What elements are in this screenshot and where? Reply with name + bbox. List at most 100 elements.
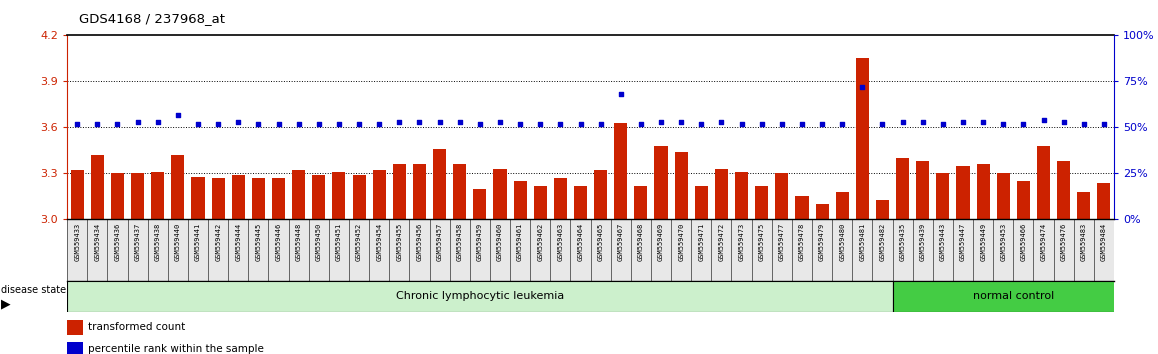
Point (169, 112, 188, 118)
Text: GSM559459: GSM559459 (477, 223, 483, 261)
Bar (1038, 146, 1050, 219)
Text: GSM559444: GSM559444 (235, 223, 241, 261)
FancyBboxPatch shape (67, 281, 893, 312)
Text: GSM559441: GSM559441 (195, 223, 201, 261)
Text: GSM559481: GSM559481 (859, 223, 865, 261)
Text: GSM559476: GSM559476 (1061, 223, 1067, 261)
Point (270, 121, 288, 127)
FancyBboxPatch shape (893, 281, 1134, 312)
Text: GSM559440: GSM559440 (175, 223, 181, 261)
Point (611, 91, 630, 97)
Point (914, 119, 932, 125)
Text: GSM559461: GSM559461 (518, 223, 523, 261)
Bar (654, 146, 667, 219)
Text: GSM559482: GSM559482 (879, 223, 886, 261)
Point (571, 121, 589, 127)
Text: GSM559473: GSM559473 (739, 223, 745, 261)
Bar (493, 169, 506, 219)
Bar (1077, 192, 1091, 219)
Text: GSM559448: GSM559448 (295, 223, 302, 261)
Text: GSM559446: GSM559446 (276, 223, 281, 261)
Point (108, 121, 126, 127)
Point (592, 121, 610, 127)
Point (1034, 117, 1053, 123)
Bar (836, 192, 849, 219)
Point (793, 121, 812, 127)
Point (189, 121, 207, 127)
Text: GSM559433: GSM559433 (74, 223, 80, 261)
Point (672, 119, 690, 125)
Text: GSM559471: GSM559471 (698, 223, 704, 261)
Text: GSM559436: GSM559436 (115, 223, 120, 261)
Point (652, 119, 670, 125)
Bar (714, 169, 728, 219)
Bar (957, 166, 969, 219)
Point (68, 121, 87, 127)
Bar (191, 177, 205, 219)
Bar (976, 164, 990, 219)
Point (954, 119, 973, 125)
Point (369, 121, 388, 127)
Text: GSM559442: GSM559442 (215, 223, 221, 261)
Bar (856, 58, 868, 219)
Point (532, 121, 550, 127)
Text: GSM559462: GSM559462 (537, 223, 543, 261)
Text: GSM559439: GSM559439 (919, 223, 925, 261)
Text: GSM559474: GSM559474 (1041, 223, 1047, 261)
Point (330, 121, 349, 127)
Bar (373, 170, 386, 219)
Point (712, 119, 731, 125)
Bar (131, 173, 144, 219)
Text: GSM559453: GSM559453 (1001, 223, 1006, 261)
Text: GSM559483: GSM559483 (1080, 223, 1087, 261)
Point (753, 121, 771, 127)
Point (450, 119, 469, 125)
Text: GSM559457: GSM559457 (437, 223, 442, 261)
Bar (90, 155, 104, 219)
Bar (574, 186, 587, 219)
Bar (1017, 181, 1029, 219)
Text: Chronic lymphocytic leukemia: Chronic lymphocytic leukemia (396, 291, 564, 302)
Text: GSM559437: GSM559437 (134, 223, 140, 261)
Bar (313, 175, 325, 219)
Bar (875, 200, 889, 219)
Text: GSM559469: GSM559469 (658, 223, 664, 261)
Bar (1098, 183, 1111, 219)
Point (390, 119, 409, 125)
Bar (534, 186, 547, 219)
Bar (916, 161, 929, 219)
Point (1014, 121, 1033, 127)
Bar (695, 186, 708, 219)
Point (309, 121, 328, 127)
Bar (152, 172, 164, 219)
Point (833, 121, 851, 127)
Point (631, 121, 650, 127)
Point (350, 121, 368, 127)
Bar (635, 186, 647, 219)
Text: GSM559438: GSM559438 (155, 223, 161, 261)
Bar (332, 172, 345, 219)
Point (491, 119, 510, 125)
Point (873, 121, 892, 127)
Bar (594, 170, 607, 219)
Bar (111, 173, 124, 219)
Text: GSM559479: GSM559479 (819, 223, 826, 261)
Text: GSM559445: GSM559445 (256, 223, 262, 261)
Bar (554, 178, 567, 219)
Bar (413, 164, 426, 219)
Point (129, 119, 147, 125)
Bar (735, 172, 748, 219)
Text: GSM559458: GSM559458 (456, 223, 463, 261)
Text: GSM559468: GSM559468 (638, 223, 644, 261)
Point (410, 119, 428, 125)
Text: GSM559460: GSM559460 (497, 223, 503, 261)
Point (88, 121, 107, 127)
Bar (212, 178, 225, 219)
Point (853, 84, 872, 90)
Point (229, 119, 248, 125)
Text: GSM559465: GSM559465 (598, 223, 603, 261)
Bar (755, 186, 768, 219)
Text: GSM559464: GSM559464 (578, 223, 584, 261)
Text: GSM559467: GSM559467 (617, 223, 624, 261)
Bar (171, 155, 184, 219)
